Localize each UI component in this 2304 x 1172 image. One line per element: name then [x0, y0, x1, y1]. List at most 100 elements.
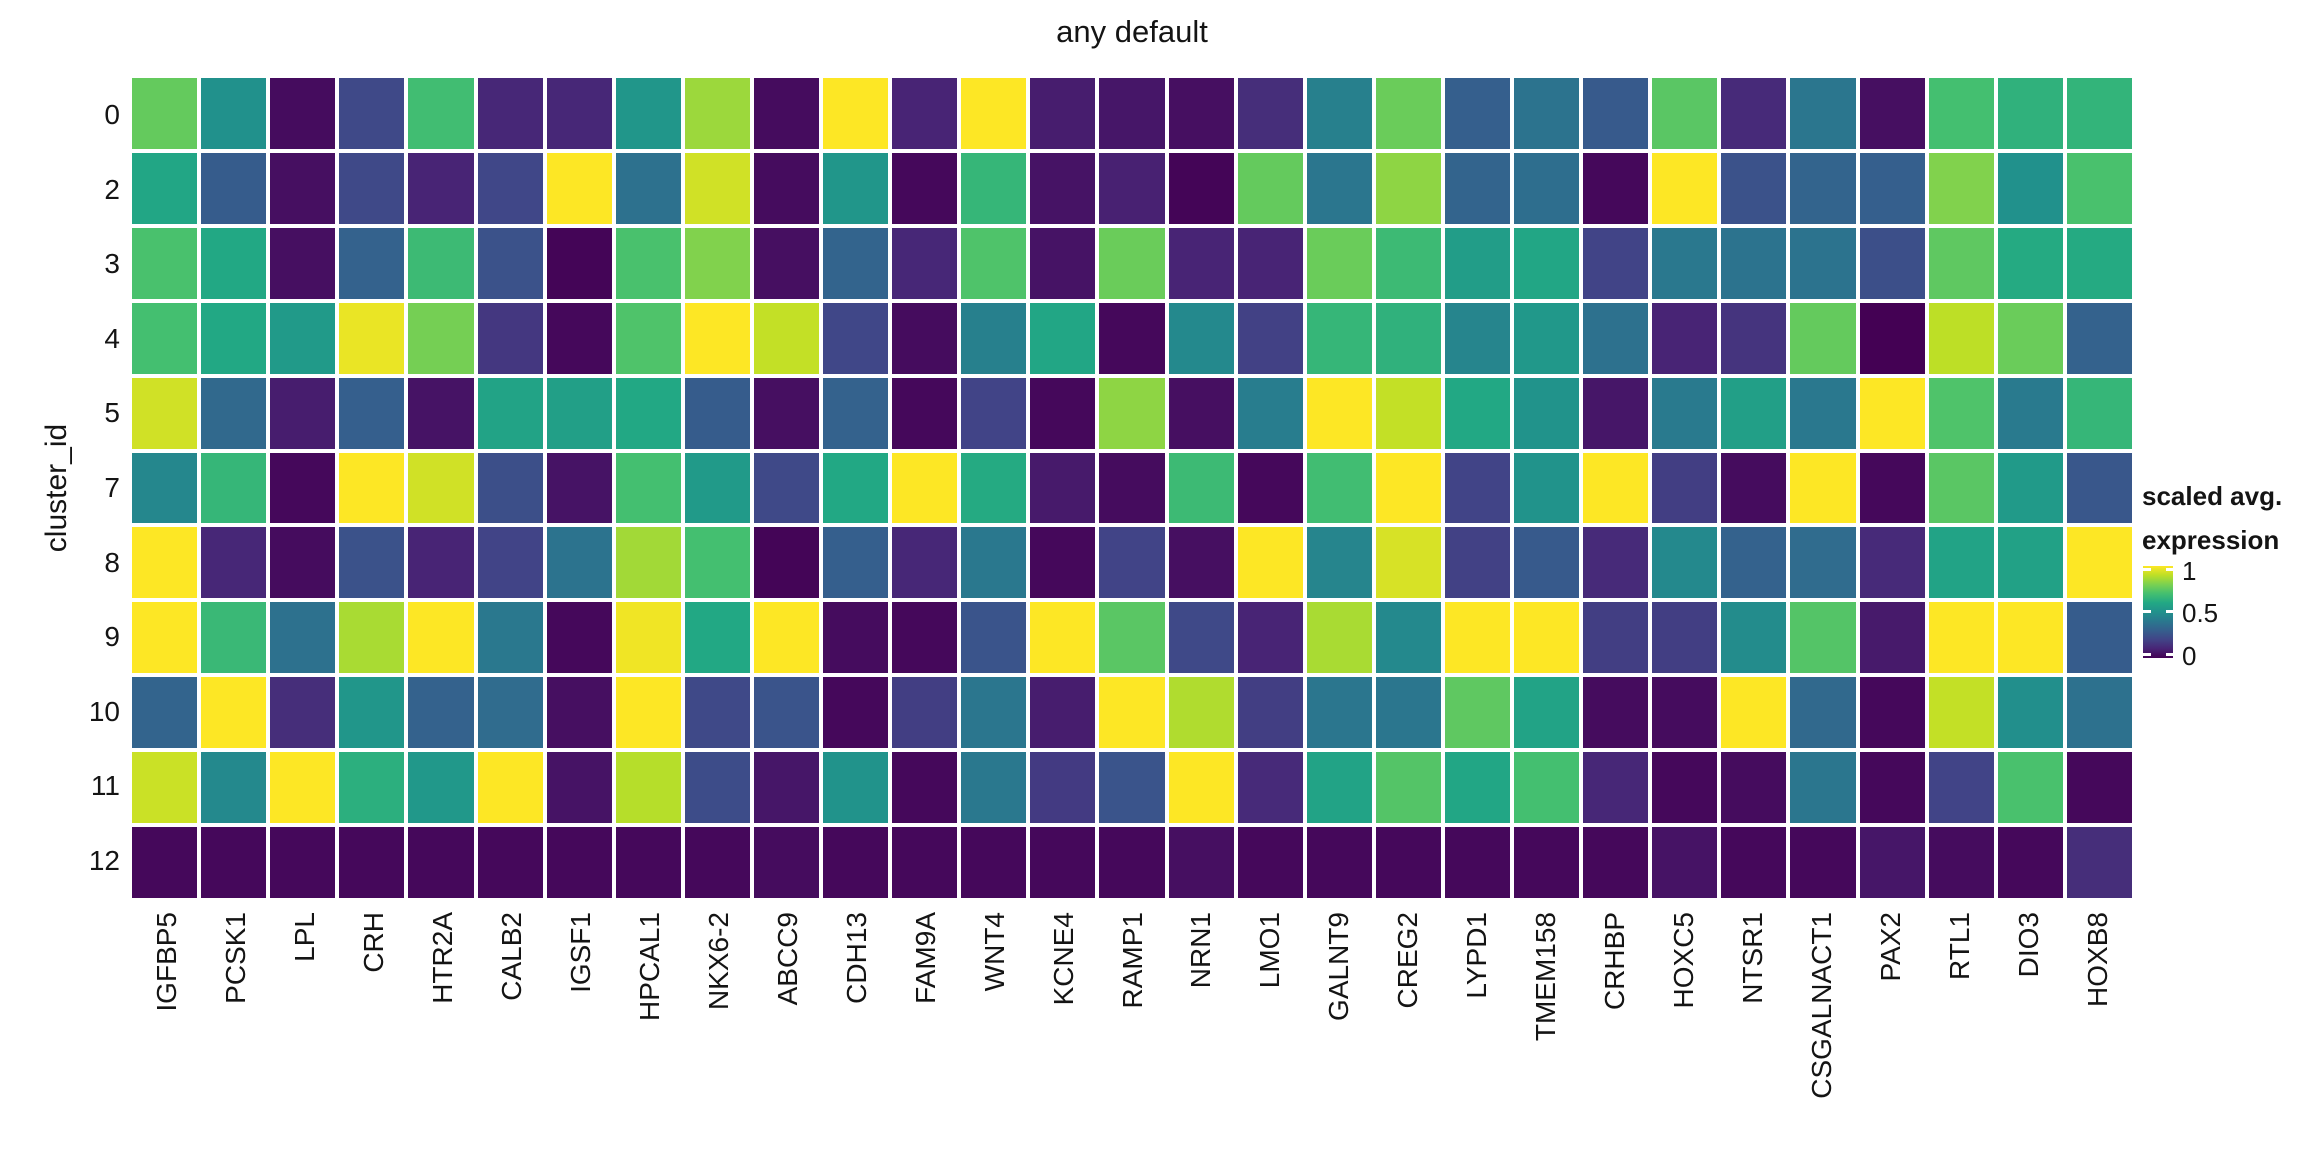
heatmap-cell: [270, 78, 336, 149]
x-tick-cell: NKX6-2: [684, 912, 753, 1172]
heatmap-cell: [408, 152, 474, 224]
heatmap-cell: [132, 452, 198, 524]
heatmap-cell: [1997, 602, 2063, 674]
heatmap-cell: [1652, 827, 1718, 898]
x-tick-label: IGFBP5: [151, 912, 182, 1012]
heatmap-cell: [408, 602, 474, 674]
x-tick-label: CRH: [357, 912, 389, 973]
heatmap-cell: [1514, 752, 1580, 824]
heatmap-cell: [201, 152, 267, 224]
heatmap-cell: [1030, 677, 1096, 749]
heatmap-cell: [1099, 152, 1165, 224]
heatmap-cell: [1583, 302, 1649, 374]
x-tick-cell: PAX2: [1856, 912, 1925, 1172]
heatmap-cell: [1859, 78, 1925, 149]
x-tick-cell: IGFBP5: [132, 912, 201, 1172]
heatmap-cell: [339, 527, 405, 599]
heatmap-cell: [684, 752, 750, 824]
x-tick-cell: HOXC5: [1649, 912, 1718, 1172]
y-tick-label: 12: [88, 844, 120, 876]
heatmap-cell: [823, 827, 889, 898]
heatmap-cell: [1790, 752, 1856, 824]
heatmap-cell: [132, 677, 198, 749]
heatmap-cell: [1928, 527, 1994, 599]
heatmap-cell: [1168, 78, 1234, 149]
heatmap-cell: [1375, 78, 1441, 149]
heatmap-cell: [753, 827, 820, 898]
heatmap-cell: [1099, 302, 1165, 374]
heatmap-cell: [1375, 827, 1441, 898]
heatmap-cell: [1652, 302, 1718, 374]
heatmap-cell: [1652, 602, 1718, 674]
x-tick-label: FAM9A: [909, 912, 941, 1004]
x-tick-label: ABCC9: [771, 912, 803, 1006]
heatmap-cell: [1583, 827, 1649, 898]
heatmap-cell: [753, 377, 820, 449]
heatmap-cell: [684, 827, 750, 898]
heatmap-cell: [1237, 527, 1303, 599]
heatmap-cell: [477, 752, 543, 824]
heatmap-cell: [546, 752, 612, 824]
heatmap-cell: [2066, 602, 2132, 674]
heatmap-cell: [1099, 602, 1165, 674]
legend-tickmark: [2166, 568, 2174, 571]
heatmap-cell: [1514, 377, 1580, 449]
heatmap-cell: [132, 78, 198, 149]
x-tick-label: PAX2: [1875, 912, 1907, 982]
heatmap-cell: [823, 152, 889, 224]
x-tick-cell: PCSK1: [201, 912, 270, 1172]
heatmap-cell: [892, 827, 958, 898]
heatmap-cell: [270, 677, 336, 749]
heatmap-cell: [132, 827, 198, 898]
heatmap-cell: [546, 677, 612, 749]
heatmap-cell: [408, 78, 474, 149]
heatmap-cell: [1237, 752, 1303, 824]
heatmap-cell: [270, 827, 336, 898]
heatmap-cell: [546, 827, 612, 898]
heatmap-cell: [1790, 152, 1856, 224]
x-tick-label: LMO1: [1254, 912, 1286, 989]
heatmap-cell: [1168, 452, 1234, 524]
heatmap-cell: [1514, 452, 1580, 524]
x-tick-label: LPL: [288, 912, 320, 962]
heatmap-cell: [132, 377, 198, 449]
heatmap-cell: [753, 227, 820, 299]
heatmap-cell: [1444, 302, 1511, 374]
heatmap-cell: [1859, 152, 1925, 224]
heatmap-cell: [1237, 302, 1303, 374]
heatmap-cell: [1997, 152, 2063, 224]
y-tick-label: 10: [88, 695, 120, 727]
heatmap-cell: [1168, 227, 1234, 299]
heatmap-cell: [1997, 377, 2063, 449]
heatmap-cell: [1375, 377, 1441, 449]
heatmap-cell: [615, 677, 681, 749]
x-tick-cell: ABCC9: [753, 912, 822, 1172]
heatmap-cell: [477, 602, 543, 674]
heatmap-cell: [477, 827, 543, 898]
x-tick-cell: CDH13: [822, 912, 891, 1172]
legend-title-line2: expression: [2142, 525, 2280, 555]
heatmap-cell: [1306, 452, 1372, 524]
x-tick-label: IGSF1: [564, 912, 596, 993]
y-tick-label: 5: [104, 397, 120, 429]
heatmap-cell: [684, 152, 750, 224]
heatmap-cell: [1375, 527, 1441, 599]
heatmap-cell: [892, 527, 958, 599]
heatmap-cell: [339, 602, 405, 674]
x-tick-cell: CSGALNACT1: [1787, 912, 1856, 1172]
y-axis-tick-labels: 0 2 3 4 5 7 8 9 10 11 12: [28, 78, 122, 898]
heatmap-cell: [1721, 302, 1787, 374]
x-tick-cell: LYPD1: [1442, 912, 1511, 1172]
heatmap-cell: [823, 527, 889, 599]
heatmap-cell: [1306, 227, 1372, 299]
x-tick-cell: HTR2A: [408, 912, 477, 1172]
heatmap-cell: [1583, 677, 1649, 749]
heatmap-cell: [477, 227, 543, 299]
x-tick-label: PCSK1: [219, 912, 251, 1004]
heatmap-cell: [1859, 602, 1925, 674]
heatmap-cell: [1375, 602, 1441, 674]
heatmap-cell: [823, 677, 889, 749]
heatmap-cell: [2066, 527, 2132, 599]
heatmap-cell: [1444, 377, 1511, 449]
heatmap-cell: [1997, 677, 2063, 749]
